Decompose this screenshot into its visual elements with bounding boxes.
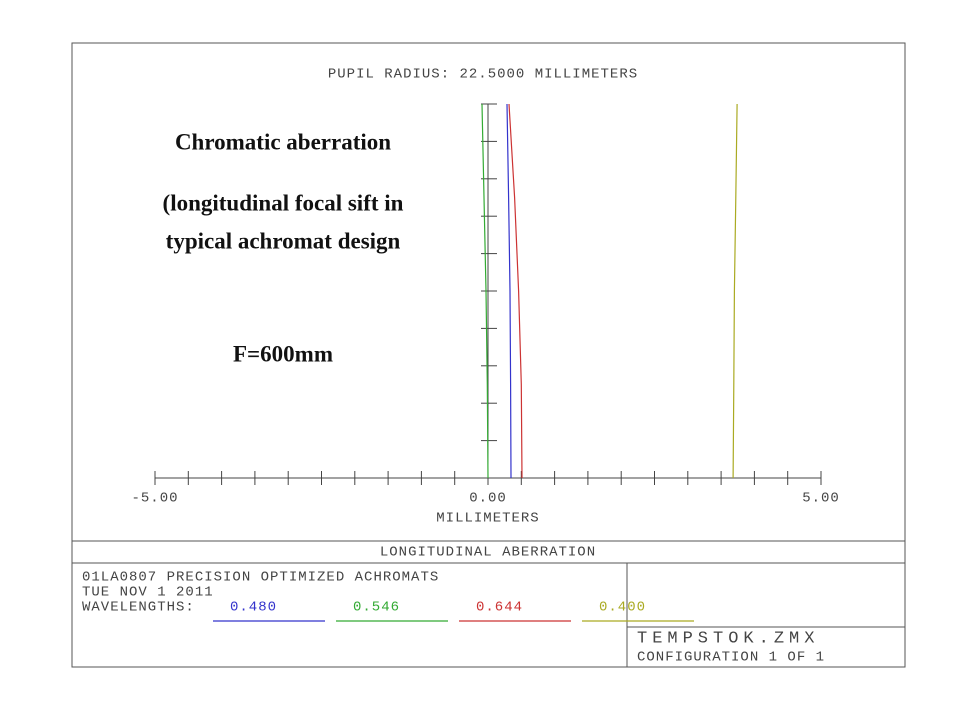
annotation: F=600mm — [233, 341, 333, 366]
footer-line: TUE NOV 1 2011 — [82, 585, 214, 601]
footer-title: LONGITUDINAL ABERRATION — [380, 545, 596, 561]
legend-label: 0.644 — [476, 600, 523, 616]
x-tick-label: -5.00 — [131, 491, 178, 507]
x-tick-label: 5.00 — [802, 491, 840, 507]
x-axis-label: MILLIMETERS — [436, 511, 539, 527]
annotation: Chromatic aberration — [175, 129, 391, 154]
aberration-curve — [732, 103, 738, 479]
annotation: typical achromat design — [166, 228, 401, 253]
annotation: (longitudinal focal sift in — [163, 190, 404, 215]
legend-label: 0.480 — [230, 600, 277, 616]
aberration-curve — [481, 103, 489, 479]
legend-label: 0.546 — [353, 600, 400, 616]
footer-line: 01LA0807 PRECISION OPTIMIZED ACHROMATS — [82, 570, 439, 586]
frame — [71, 42, 906, 668]
legend-label: 0.400 — [599, 600, 646, 616]
configuration: CONFIGURATION 1 OF 1 — [637, 650, 825, 666]
aberration-curve — [506, 103, 512, 479]
aberration-curve — [508, 103, 523, 479]
wavelengths-label: WAVELENGTHS: — [82, 600, 195, 616]
file-name: TEMPSTOK.ZMX — [637, 629, 819, 648]
x-tick-label: 0.00 — [469, 491, 507, 507]
chart-title: PUPIL RADIUS: 22.5000 MILLIMETERS — [328, 67, 638, 83]
